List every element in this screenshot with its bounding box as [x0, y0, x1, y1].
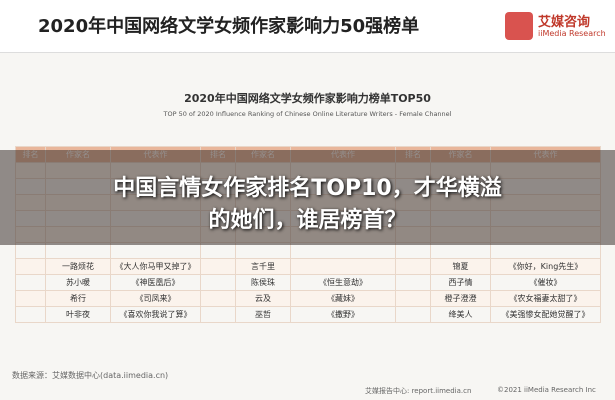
table-cell	[200, 306, 236, 323]
table-cell: 言千里	[235, 258, 291, 275]
table-cell: 巫哲	[235, 306, 291, 323]
table-cell	[15, 274, 46, 291]
table-cell: 《大人你马甲又掉了》	[110, 258, 201, 275]
table-cell: 一路烦花	[45, 258, 111, 275]
logo-icon	[505, 12, 533, 40]
report-subtitle: TOP 50 of 2020 Influence Ranking of Chin…	[163, 110, 452, 118]
report-center: 艾媒报告中心: report.iimedia.cn	[365, 387, 472, 395]
table-cell: 锦夏	[430, 258, 491, 275]
table-cell	[200, 290, 236, 307]
table-cell	[290, 258, 396, 275]
table-cell: 《催妆》	[490, 274, 601, 291]
table-cell	[200, 274, 236, 291]
logo-text: 艾媒咨询	[538, 15, 591, 30]
table-cell: 《神医凰后》	[110, 274, 201, 291]
table-cell: 陈侯珠	[235, 274, 291, 291]
table-row: 一路烦花 《大人你马甲又掉了》 言千里 锦夏 《你好，King先生》	[15, 258, 601, 275]
source-note: 数据来源：艾媒数据中心(data.iimedia.cn)	[12, 371, 169, 380]
table-cell	[15, 258, 46, 275]
table-cell	[15, 290, 46, 307]
logo-subtext: iiMedia Research	[538, 29, 606, 38]
table-cell: 《喜欢你我说了算》	[110, 306, 201, 323]
table-cell	[395, 258, 431, 275]
report-title: 2020年中国网络文学女频作家影响力榜单TOP50	[184, 92, 431, 105]
table-cell: 西子情	[430, 274, 491, 291]
table-cell: 希行	[45, 290, 111, 307]
table-row: 叶非夜 《喜欢你我说了算》 巫哲 《撒野》 绛美人 《美强惨女配她觉醒了》	[15, 306, 601, 323]
overlay-headline: 的她们，谁居榜首？	[208, 208, 407, 233]
table-cell	[395, 274, 431, 291]
copyright: ©2021 iiMedia Research Inc	[497, 386, 596, 394]
table-cell	[15, 306, 46, 323]
table-cell: 苏小暖	[45, 274, 111, 291]
table-cell	[395, 306, 431, 323]
table-cell: 叶非夜	[45, 306, 111, 323]
table-cell	[200, 258, 236, 275]
table-row: 苏小暖 《神医凰后》 陈侯珠 《恒生意劫》 西子情 《催妆》	[15, 274, 601, 291]
overlay-headline: 中国言情女作家排名TOP10，才华横溢	[113, 176, 502, 201]
table-cell	[395, 290, 431, 307]
table-row: 希行 《司凤来》 云及 《藏妹》 橙子澄澄 《农女福妻太甜了》	[15, 290, 601, 307]
table-cell: 《农女福妻太甜了》	[490, 290, 601, 307]
table-cell: 《司凤来》	[110, 290, 201, 307]
header-title: 2020年中国网络文学女频作家影响力50强榜单	[38, 16, 420, 37]
table-cell: 《恒生意劫》	[290, 274, 396, 291]
table-cell: 橙子澄澄	[430, 290, 491, 307]
table-cell: 《藏妹》	[290, 290, 396, 307]
table-cell: 《你好，King先生》	[490, 258, 601, 275]
overlay-band	[0, 150, 615, 245]
table-cell: 云及	[235, 290, 291, 307]
table-cell: 绛美人	[430, 306, 491, 323]
table-cell: 《撒野》	[290, 306, 396, 323]
table-cell: 《美强惨女配她觉醒了》	[490, 306, 601, 323]
